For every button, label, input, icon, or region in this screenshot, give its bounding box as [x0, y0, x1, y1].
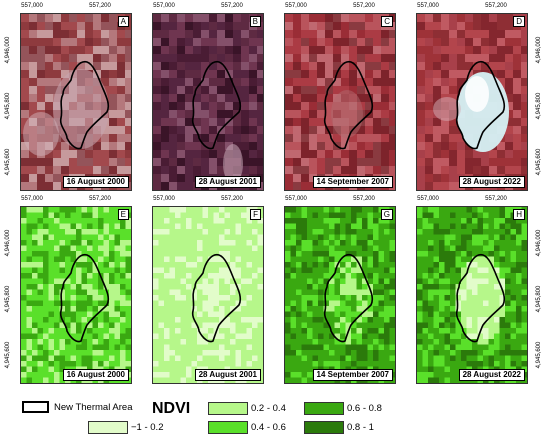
x-tick-label: 557,200 — [221, 3, 243, 9]
panel-c: C 14 September 2007 — [284, 13, 396, 191]
panel-date: 14 September 2007 — [312, 369, 393, 381]
thermal-area-outline — [191, 60, 242, 150]
bright-cyan-area — [465, 76, 489, 112]
x-tick-label: 557,200 — [221, 196, 243, 202]
panel-date: 28 August 2022 — [458, 176, 525, 188]
panel-g: G 14 September 2007 — [284, 206, 396, 384]
x-tick-label: 557,000 — [417, 196, 439, 202]
legend-label: New Thermal Area — [54, 401, 133, 413]
false-color-image-d — [417, 14, 527, 190]
x-tick-label: 557,000 — [153, 3, 175, 9]
y-tick-label: 4,946,000 — [536, 36, 542, 64]
y-tick-label: 4,946,000 — [536, 229, 542, 257]
legend-thermal-area: New Thermal Area — [22, 401, 133, 413]
y-tick-label: 4,945,600 — [5, 341, 11, 369]
ndvi-map-g — [285, 207, 395, 383]
y-tick-label: 4,945,800 — [5, 92, 11, 120]
ndvi-map-f — [153, 207, 263, 383]
x-tick-label: 557,000 — [417, 3, 439, 9]
panel-date: 16 August 2000 — [62, 176, 129, 188]
x-tick-label: 557,200 — [89, 196, 111, 202]
bright-patch — [223, 144, 243, 184]
thermal-area-outline — [59, 60, 110, 150]
panel-f: F 28 August 2001 — [152, 206, 264, 384]
panel-date: 16 August 2000 — [62, 369, 129, 381]
thermal-area-outline — [323, 253, 374, 343]
x-tick-label: 557,000 — [285, 3, 307, 9]
panel-letter: C — [381, 16, 393, 27]
y-tick-label: 4,946,000 — [5, 36, 11, 64]
legend-label: 0.2 - 0.4 — [251, 403, 286, 414]
y-tick-label: 4,945,600 — [536, 341, 542, 369]
legend-swatch — [208, 402, 248, 415]
panel-date: 28 August 2022 — [458, 369, 525, 381]
thermal-area-outline — [191, 253, 242, 343]
legend-swatch — [304, 402, 344, 415]
legend-label: 0.6 - 0.8 — [347, 403, 382, 414]
x-tick-label: 557,200 — [485, 196, 507, 202]
y-tick-label: 4,945,800 — [536, 92, 542, 120]
legend-label: 0.4 - 0.6 — [251, 422, 286, 433]
panel-letter: A — [117, 16, 129, 27]
legend-label: 0.8 - 1 — [347, 422, 374, 433]
ndvi-map-h — [417, 207, 527, 383]
legend-class-1: −1 - 0.2 — [88, 421, 163, 434]
panel-date: 28 August 2001 — [194, 176, 261, 188]
x-tick-label: 557,200 — [89, 3, 111, 9]
thermal-area-outline — [455, 60, 506, 150]
false-color-image-c — [285, 14, 395, 190]
x-tick-label: 557,000 — [285, 196, 307, 202]
y-tick-label: 4,945,800 — [5, 285, 11, 313]
panel-a: A 16 August 2000 — [20, 13, 132, 191]
legend-swatch — [208, 421, 248, 434]
panel-letter: G — [380, 209, 393, 220]
legend-class-3: 0.4 - 0.6 — [208, 421, 286, 434]
panel-letter: B — [249, 16, 261, 27]
legend-class-5: 0.8 - 1 — [304, 421, 374, 434]
legend-label: −1 - 0.2 — [131, 422, 164, 433]
false-color-image-a — [21, 14, 131, 190]
false-color-image-b — [153, 14, 263, 190]
bright-patch — [331, 90, 363, 138]
legend-class-4: 0.6 - 0.8 — [304, 402, 382, 415]
panel-letter: D — [513, 16, 525, 27]
panel-d: D 28 August 2022 — [416, 13, 528, 191]
y-tick-label: 4,945,600 — [5, 148, 11, 176]
x-tick-label: 557,000 — [21, 196, 43, 202]
bright-patch — [23, 112, 59, 156]
x-tick-label: 557,200 — [485, 3, 507, 9]
bright-patch — [433, 97, 461, 121]
thermal-area-outline — [323, 60, 374, 150]
panel-date: 28 August 2001 — [194, 369, 261, 381]
panel-e: E 16 August 2000 — [20, 206, 132, 384]
thermal-area-outline — [455, 253, 506, 343]
thermal-area-outline — [59, 253, 110, 343]
panel-date: 14 September 2007 — [312, 176, 393, 188]
panel-letter: F — [250, 209, 261, 220]
panel-b: B 28 August 2001 — [152, 13, 264, 191]
legend-swatch — [304, 421, 344, 434]
bright-patch — [53, 69, 109, 149]
ndvi-map-e — [21, 207, 131, 383]
x-tick-label: 557,200 — [353, 3, 375, 9]
panel-h: H 28 August 2022 — [416, 206, 528, 384]
y-tick-label: 4,945,600 — [536, 148, 542, 176]
x-tick-label: 557,200 — [353, 196, 375, 202]
x-tick-label: 557,000 — [21, 3, 43, 9]
legend-swatch — [88, 421, 128, 434]
ndvi-legend-title: NDVI — [152, 400, 191, 417]
y-tick-label: 4,945,800 — [536, 285, 542, 313]
thermal-outline-swatch — [22, 401, 49, 413]
panel-letter: E — [117, 209, 129, 220]
x-tick-label: 557,000 — [153, 196, 175, 202]
y-tick-label: 4,946,000 — [5, 229, 11, 257]
panel-letter: H — [513, 209, 525, 220]
legend-class-2: 0.2 - 0.4 — [208, 402, 286, 415]
